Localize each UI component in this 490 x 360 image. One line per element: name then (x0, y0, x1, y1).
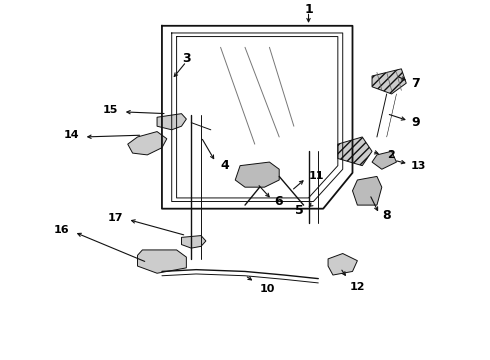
Text: 2: 2 (387, 150, 394, 160)
Text: 13: 13 (411, 161, 426, 171)
Text: 16: 16 (53, 225, 69, 235)
Text: 1: 1 (304, 3, 313, 16)
Polygon shape (181, 235, 206, 248)
Text: 3: 3 (182, 51, 191, 64)
Text: 8: 8 (382, 210, 391, 222)
Text: 15: 15 (102, 105, 118, 115)
Polygon shape (138, 250, 186, 273)
Text: 9: 9 (411, 116, 420, 129)
Polygon shape (352, 176, 382, 205)
Text: 6: 6 (274, 195, 283, 208)
Polygon shape (157, 114, 186, 130)
Text: 11: 11 (309, 171, 324, 181)
Text: 12: 12 (350, 282, 366, 292)
Text: 7: 7 (411, 77, 420, 90)
Polygon shape (372, 69, 406, 94)
Text: 5: 5 (295, 204, 304, 217)
Polygon shape (328, 253, 357, 275)
Polygon shape (128, 132, 167, 155)
Polygon shape (338, 137, 372, 166)
Text: 10: 10 (260, 284, 275, 294)
Polygon shape (372, 151, 396, 169)
Text: 14: 14 (63, 130, 79, 140)
Text: 4: 4 (220, 159, 229, 172)
Polygon shape (235, 162, 279, 187)
Text: 17: 17 (107, 213, 123, 222)
